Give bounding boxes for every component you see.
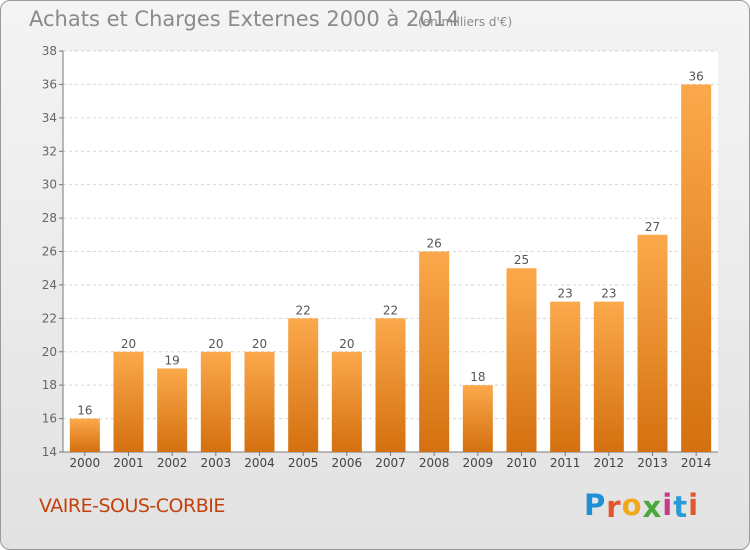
place-name: VAIRE-SOUS-CORBIE <box>39 495 225 517</box>
x-tick-label: 2012 <box>594 456 625 470</box>
x-tick-label: 2010 <box>506 456 537 470</box>
x-tick-label: 2011 <box>550 456 581 470</box>
y-tick-label: 32 <box>42 144 57 158</box>
bar <box>244 351 275 452</box>
x-tick-label: 2006 <box>332 456 363 470</box>
bar-value-label: 16 <box>77 404 92 418</box>
x-tick-label: 2008 <box>419 456 450 470</box>
y-tick-label: 26 <box>42 245 57 259</box>
x-tick-label: 2002 <box>157 456 188 470</box>
bar-value-label: 18 <box>470 370 485 384</box>
x-tick-label: 2005 <box>288 456 319 470</box>
bar-value-label: 20 <box>252 337 267 351</box>
y-tick-label: 18 <box>42 378 57 392</box>
bar-value-label: 27 <box>645 220 660 234</box>
chart-title: Achats et Charges Externes 2000 à 2014 <box>29 7 460 31</box>
y-tick-label: 20 <box>42 345 57 359</box>
bar-value-label: 20 <box>208 337 223 351</box>
brand-letter: x <box>642 490 663 524</box>
y-tick-label: 30 <box>42 178 57 192</box>
x-tick-label: 2003 <box>201 456 232 470</box>
brand-letter: i <box>688 488 700 522</box>
y-tick-label: 38 <box>42 44 57 58</box>
y-tick-label: 16 <box>42 412 57 426</box>
bar <box>681 84 712 453</box>
y-tick-label: 34 <box>42 111 57 125</box>
brand-logo[interactable]: Proxiti <box>584 488 700 524</box>
x-tick-label: 2009 <box>463 456 494 470</box>
bar <box>69 418 100 452</box>
bar <box>375 318 406 452</box>
bar <box>637 234 668 452</box>
brand-letter: r <box>606 490 622 524</box>
bar <box>288 318 319 452</box>
x-tick-label: 2013 <box>637 456 668 470</box>
bar <box>113 351 144 452</box>
brand-letter: t <box>673 490 689 524</box>
chart-unit-label: (en milliers d'€) <box>418 15 513 29</box>
x-tick-label: 2007 <box>375 456 406 470</box>
y-tick-label: 14 <box>42 445 57 459</box>
y-tick-label: 24 <box>42 278 57 292</box>
bar-value-label: 23 <box>558 287 573 301</box>
bar <box>331 351 362 452</box>
bar <box>550 301 581 452</box>
y-tick-label: 36 <box>42 77 57 91</box>
brand-letter: P <box>584 488 607 522</box>
bar <box>506 268 537 452</box>
bar-value-label: 26 <box>427 237 442 251</box>
bar <box>157 368 188 452</box>
brand-letter: o <box>621 488 643 522</box>
x-tick-label: 2004 <box>244 456 275 470</box>
bar-value-label: 20 <box>339 337 354 351</box>
bar-value-label: 22 <box>296 303 311 317</box>
bar-value-label: 23 <box>601 287 616 301</box>
bar-value-label: 20 <box>121 337 136 351</box>
y-tick-label: 22 <box>42 311 57 325</box>
bar-value-label: 19 <box>165 353 180 367</box>
x-tick-label: 2014 <box>681 456 712 470</box>
x-tick-label: 2001 <box>113 456 144 470</box>
bar <box>593 301 624 452</box>
bar <box>419 251 450 452</box>
bar <box>200 351 231 452</box>
brand-letter: i <box>662 488 674 522</box>
bar-value-label: 25 <box>514 253 529 267</box>
bar <box>462 385 493 452</box>
x-tick-label: 2000 <box>70 456 101 470</box>
bar-value-label: 22 <box>383 303 398 317</box>
bar-value-label: 36 <box>689 69 704 83</box>
y-tick-label: 28 <box>42 211 57 225</box>
